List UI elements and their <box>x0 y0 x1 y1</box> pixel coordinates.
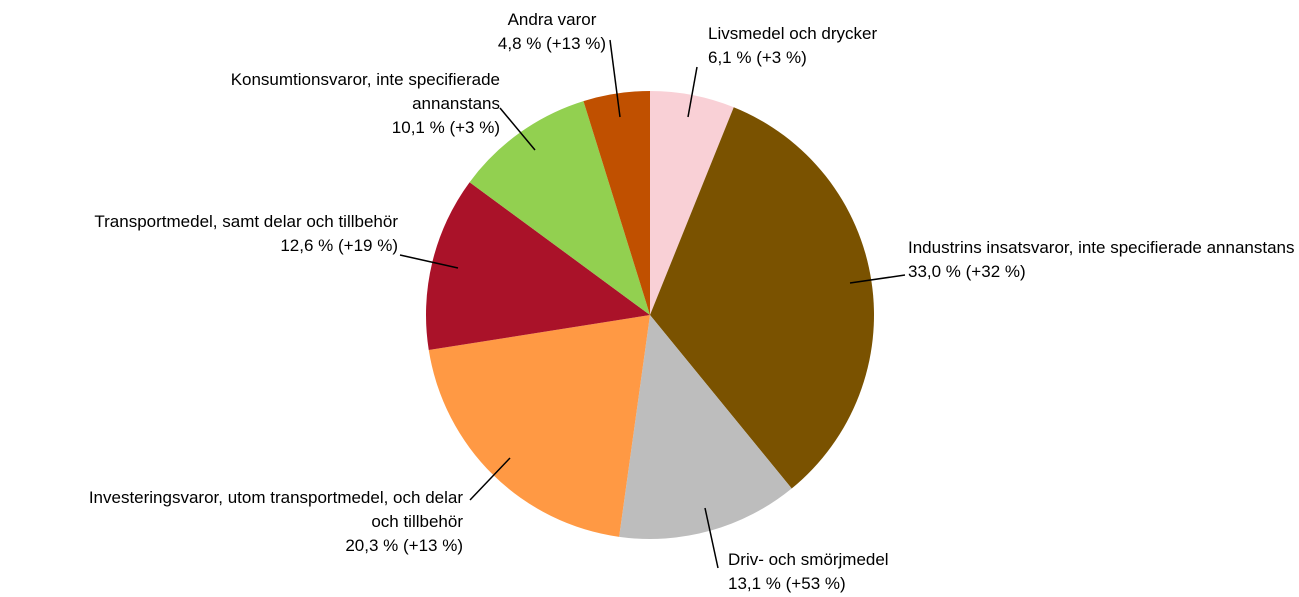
leader-line <box>849 274 906 284</box>
pie-slice <box>428 315 650 537</box>
category-label: Konsumtionsvaror, inte specifierade anna… <box>230 70 500 113</box>
category-label: Transportmedel, samt delar och tillbehör <box>94 212 398 231</box>
pie-slice <box>650 107 874 489</box>
pie-slice <box>619 315 792 539</box>
category-label: Driv- och smörjmedel <box>728 550 889 569</box>
value-label: 10,1 % (+3 %) <box>391 118 500 137</box>
pie-slice <box>650 91 734 315</box>
leader-line <box>704 507 719 569</box>
pie-slice <box>426 182 650 351</box>
leader-line <box>609 39 621 118</box>
slice-label: Driv- och smörjmedel 13,1 % (+53 %) <box>728 548 1028 596</box>
pie-slice <box>583 91 650 315</box>
leader-line <box>687 66 698 118</box>
leader-line <box>469 457 511 501</box>
leader-line <box>499 107 536 151</box>
slice-label: Konsumtionsvaror, inte specifierade anna… <box>140 68 500 140</box>
leader-line <box>399 254 459 269</box>
value-label: 12,6 % (+19 %) <box>280 236 398 255</box>
value-label: 6,1 % (+3 %) <box>708 48 807 67</box>
pie-slice <box>469 101 650 315</box>
value-label: 20,3 % (+13 %) <box>345 536 463 555</box>
category-label: Investeringsvaror, utom transportmedel, … <box>88 488 463 531</box>
slice-label: Andra varor 4,8 % (+13 %) <box>402 8 702 56</box>
category-label: Livsmedel och drycker <box>708 24 878 43</box>
category-label: Industrins insatsvaror, inte specifierad… <box>908 238 1295 257</box>
slice-label: Industrins insatsvaror, inte specifierad… <box>908 236 1297 284</box>
category-label: Andra varor <box>507 10 597 29</box>
slice-label: Investeringsvaror, utom transportmedel, … <box>68 486 463 558</box>
value-label: 4,8 % (+13 %) <box>497 34 607 53</box>
value-label: 33,0 % (+32 %) <box>908 262 1026 281</box>
value-label: 13,1 % (+53 %) <box>728 574 846 593</box>
slice-label: Transportmedel, samt delar och tillbehör… <box>0 210 398 258</box>
slice-label: Livsmedel och drycker 6,1 % (+3 %) <box>708 22 1008 70</box>
